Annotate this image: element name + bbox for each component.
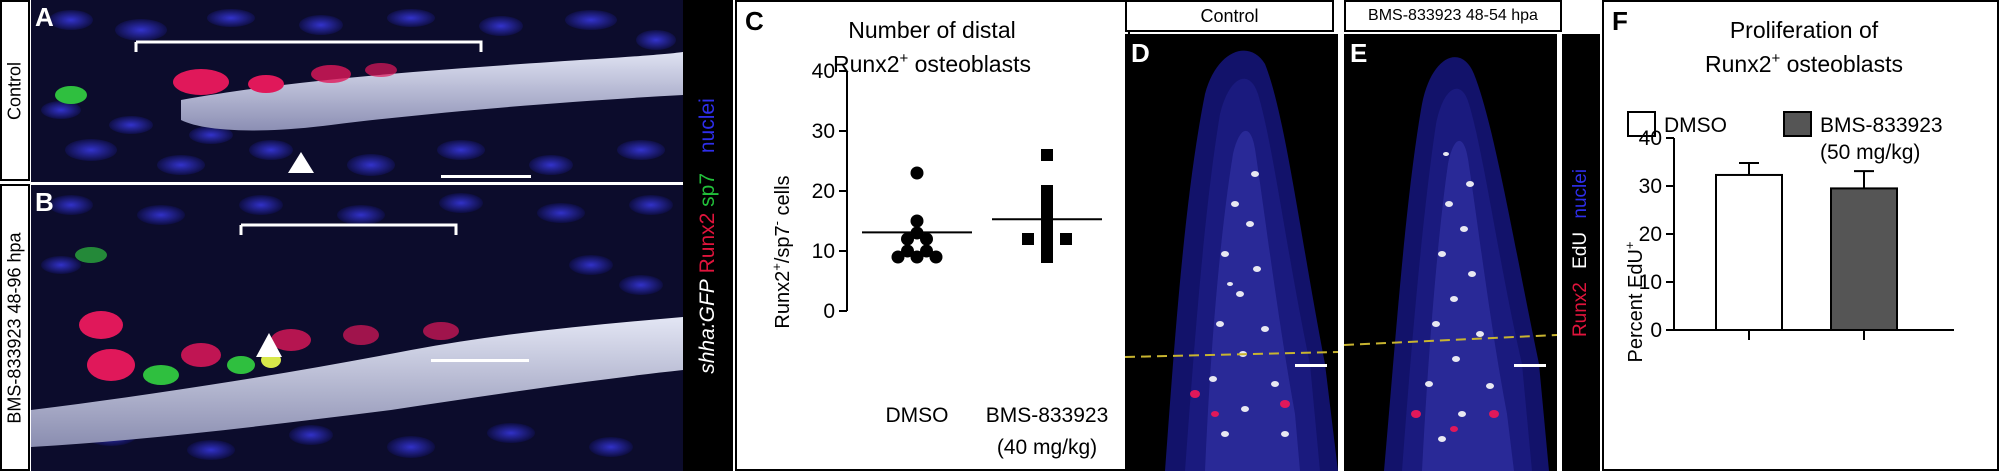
micrograph-e: E — [1344, 34, 1557, 471]
row-label-bms-text: BMS-833923 48-96 hpa — [4, 231, 25, 424]
micrograph-b-image — [31, 185, 683, 471]
svg-text:Runx2+/sp7- cells: Runx2+/sp7- cells — [769, 175, 794, 328]
panel-letter-b: B — [35, 187, 54, 217]
chart-c-point-dmso — [910, 250, 924, 264]
chart-c-xtick-bms-dose: (40 mg/kg) — [997, 436, 1097, 459]
column-header-control: Control — [1125, 0, 1334, 32]
micrograph-a-image — [31, 0, 683, 182]
chart-c-xtick-bms: BMS-833923 — [986, 404, 1109, 427]
legend-label-bms-dose: (50 mg/kg) — [1820, 141, 1920, 164]
chart-c-point-dmso — [891, 250, 905, 264]
chart-f-ytick-label: 10 — [1639, 271, 1662, 294]
chart-c-point-bms — [1041, 251, 1053, 263]
chart-c-point-bms — [1060, 233, 1072, 245]
chart-f-title-line1: Proliferation of — [1730, 17, 1879, 43]
legend-swatch-bms — [1783, 111, 1812, 137]
chart-f-svg: F Proliferation of Runx2+ osteoblasts DM… — [1612, 6, 1954, 363]
chart-c-ytick-label: 30 — [812, 120, 835, 143]
legend-de-nuclei: nuclei — [1570, 168, 1591, 219]
chart-f-ytick-label: 0 — [1650, 319, 1662, 342]
chart-c-ytick-label: 0 — [823, 300, 835, 323]
legend-runx2: Runx2 — [696, 212, 719, 273]
chart-c-point-dmso — [910, 166, 924, 180]
legend-de-runx2: Runx2 — [1570, 281, 1591, 337]
chart-c-point-dmso — [929, 250, 943, 264]
chart-c-point-bms — [1041, 197, 1053, 209]
panel-letter-d: D — [1131, 38, 1150, 68]
panel-letter-f: F — [1612, 6, 1628, 36]
chart-f-ytick-label: 40 — [1639, 127, 1662, 150]
chart-c-point-bms — [1022, 233, 1034, 245]
chart-c-point-bms — [1041, 149, 1053, 161]
column-header-bms: BMS-833923 48-54 hpa — [1344, 0, 1562, 32]
chart-c-frame: C Number of distal Runx2+ osteoblasts Ru… — [735, 0, 1130, 471]
channel-legend-ab: shha:GFP Runx2 sp7 nuclei — [683, 0, 733, 471]
row-label-bms: BMS-833923 48-96 hpa — [0, 184, 30, 471]
channel-legend-ab-text: shha:GFP Runx2 sp7 nuclei — [696, 98, 720, 374]
row-label-control: Control — [0, 0, 30, 181]
legend-nuclei: nuclei — [696, 97, 719, 153]
channel-legend-de-text: Runx2 EdU nuclei — [1570, 168, 1592, 336]
channel-legend-de: Runx2 EdU nuclei — [1562, 34, 1600, 471]
chart-c-svg: C Number of distal Runx2+ osteoblasts Ru… — [745, 6, 1109, 459]
chart-c-point-dmso — [920, 232, 933, 246]
chart-c-xtick-dmso: DMSO — [886, 404, 949, 427]
chart-c-ytick-label: 20 — [812, 180, 835, 203]
chart-f-bar-dmso — [1715, 173, 1783, 331]
micrograph-d: D — [1125, 34, 1338, 471]
chart-c-title-line2: Runx2+ osteoblasts — [833, 50, 1031, 77]
legend-gfp: shha:GFP — [696, 278, 719, 374]
legend-label-bms: BMS-833923 — [1820, 114, 1943, 137]
chart-c-ytick-label: 40 — [812, 60, 835, 83]
panel-letter-c: C — [745, 6, 764, 36]
chart-f-title-line2: Runx2+ osteoblasts — [1705, 50, 1903, 77]
row-label-control-text: Control — [4, 61, 25, 120]
chart-c-ylabel: Runx2+/sp7- cells — [769, 175, 794, 328]
chart-f-ytick-label: 30 — [1639, 175, 1662, 198]
chart-f-ytick-label: 20 — [1639, 223, 1662, 246]
chart-f-bar-bms — [1830, 187, 1898, 331]
chart-f-frame: F Proliferation of Runx2+ osteoblasts DM… — [1602, 0, 1999, 471]
chart-c-point-bms — [1041, 185, 1053, 197]
chart-f-ylabel: Percent EdU+ — [1622, 242, 1647, 363]
chart-c-point-dmso — [901, 244, 914, 258]
panel-letter-e: E — [1350, 38, 1368, 68]
chart-c-point-dmso — [901, 232, 914, 246]
micrograph-e-image — [1344, 57, 1557, 471]
micrograph-a: A — [31, 0, 683, 182]
chart-c-title-line1: Number of distal — [848, 17, 1015, 43]
micrograph-b: B — [31, 185, 683, 471]
chart-c-ytick-label: 10 — [812, 240, 835, 263]
chart-c-point-bms — [1041, 215, 1053, 227]
micrograph-d-image — [1125, 50, 1338, 471]
chart-c-point-dmso — [910, 214, 924, 228]
panel-letter-a: A — [35, 2, 54, 32]
chart-c-point-dmso — [920, 244, 933, 258]
legend-de-edu: EdU — [1570, 231, 1591, 269]
legend-sp7: sp7 — [696, 172, 719, 207]
legend-label-dmso: DMSO — [1664, 114, 1727, 137]
legend-swatch-dmso — [1627, 111, 1656, 137]
svg-text:Percent EdU+: Percent EdU+ — [1622, 242, 1647, 363]
